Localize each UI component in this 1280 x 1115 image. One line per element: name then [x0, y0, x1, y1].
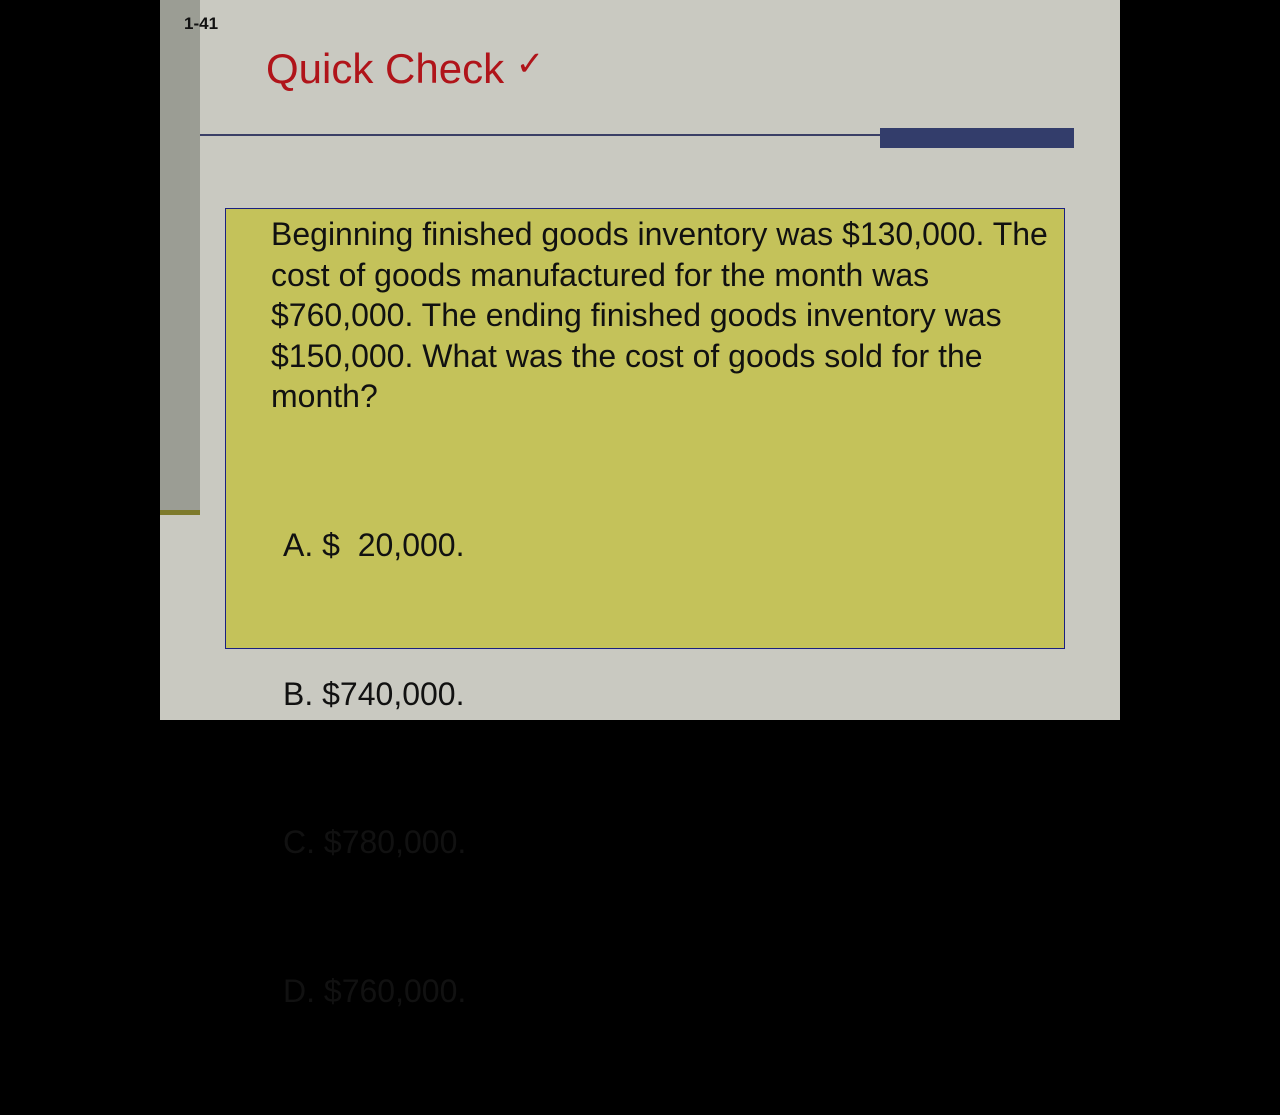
- option-a: A. $ 20,000.: [283, 527, 465, 563]
- slide-number: 1-41: [184, 14, 219, 33]
- question-box: Beginning finished goods inventory was $…: [225, 208, 1065, 1009]
- divider-line: [200, 134, 880, 136]
- option-d: D. $760,000.: [283, 972, 467, 1009]
- title-text: Quick Check: [266, 45, 505, 92]
- checkmark-icon: ✓: [515, 45, 545, 83]
- option-c: C. $780,000.: [283, 824, 467, 860]
- answer-options: A. $ 20,000. B. $740,000. C. $780,000. D…: [283, 422, 466, 1115]
- option-b: B. $740,000.: [283, 675, 465, 712]
- question-text: Beginning finished goods inventory was $…: [271, 216, 1048, 414]
- slide-title: Quick Check ✓: [266, 44, 544, 93]
- slide: 1-41 Quick Check ✓ Beginning finished go…: [160, 0, 1120, 1009]
- accent-bar: [880, 128, 1074, 148]
- sidebar-decoration: [160, 0, 200, 515]
